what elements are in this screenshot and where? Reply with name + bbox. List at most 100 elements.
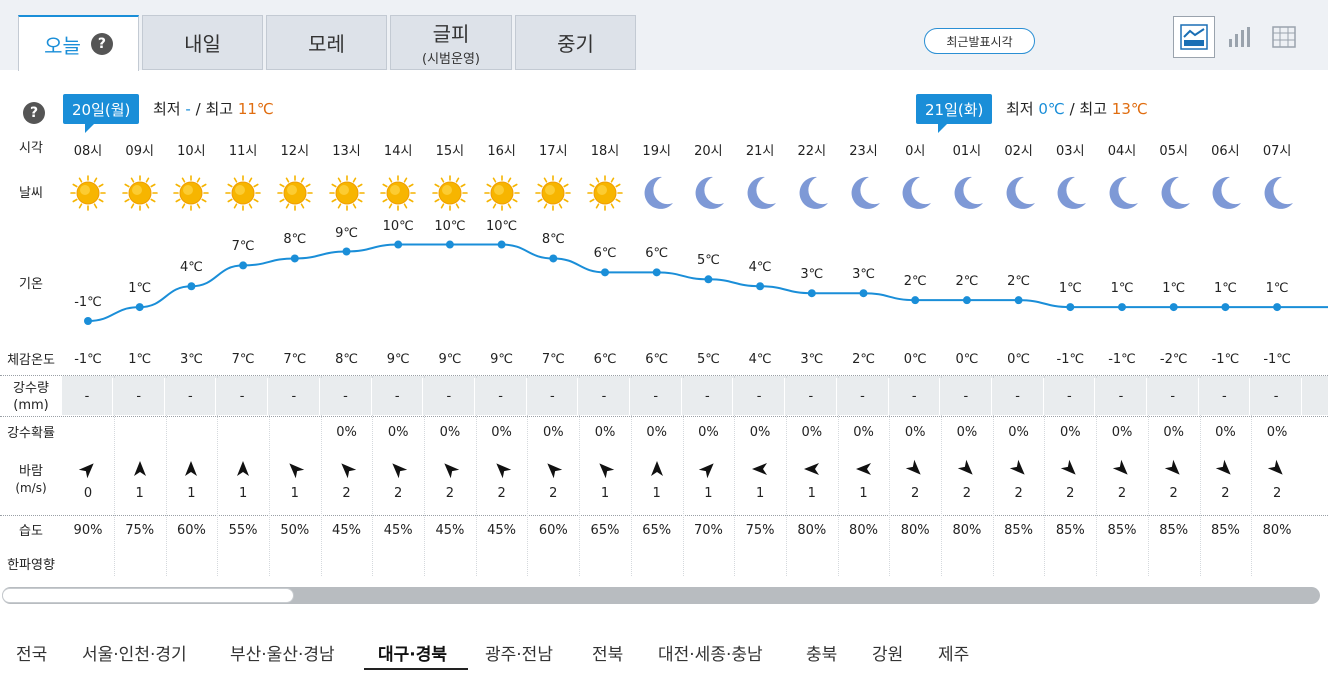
wind-speed-value: 2 — [962, 486, 972, 501]
precip-prob-value: 0% — [336, 425, 357, 440]
hour-label: 12시 — [280, 144, 310, 159]
region-tab-chungbuk[interactable]: 충북 — [806, 645, 838, 665]
precip-unit: (mm) — [13, 398, 49, 413]
scrollbar-thumb[interactable] — [2, 588, 294, 603]
tab-sublabel: (시범운영) — [422, 52, 480, 67]
wind-speed-value: 1 — [755, 486, 765, 501]
temp-label: 6℃ — [645, 246, 669, 262]
table-view-button[interactable] — [1263, 16, 1305, 58]
humidity-value: 50% — [280, 523, 310, 538]
region-tab-daegu[interactable]: 대구·경북 — [378, 645, 448, 665]
temp-label: 4℃ — [748, 260, 772, 276]
min-label: 최저 — [1006, 100, 1034, 118]
humidity-value: 45% — [332, 523, 361, 538]
wind-direction-icon — [133, 461, 146, 476]
region-tab-jeju[interactable]: 제주 — [938, 645, 970, 665]
row-label-humidity: 습도 — [19, 524, 43, 539]
wind-direction-icon — [1164, 459, 1180, 475]
region-tab-gangwon[interactable]: 강원 — [872, 645, 904, 665]
tab-three-days[interactable]: 글피 (시범운영) — [390, 15, 512, 70]
temp-point — [135, 303, 144, 312]
precip-value: - — [682, 378, 734, 415]
hour-label: 01시 — [952, 144, 982, 159]
hour-label: 18시 — [590, 144, 620, 159]
hour-label: 10시 — [177, 144, 206, 159]
wind-label: 바람 — [19, 464, 43, 479]
region-tab-gwangju[interactable]: 광주·전남 — [485, 645, 553, 665]
temp-point — [859, 289, 868, 298]
sun-icon — [432, 175, 468, 211]
graph-view-button[interactable] — [1173, 16, 1215, 58]
precip-prob-value: 0% — [801, 425, 823, 440]
hour-label: 03시 — [1056, 144, 1085, 159]
recent-release-button[interactable]: 최근발표시각 — [924, 28, 1035, 54]
tab-day-after[interactable]: 모레 — [266, 15, 387, 70]
tab-today[interactable]: 오늘 ? — [18, 15, 139, 71]
wind-direction-icon — [650, 461, 663, 476]
precip-prob-value: 0% — [1163, 425, 1184, 440]
wind-direction-icon — [855, 463, 871, 475]
tab-mid-term[interactable]: 중기 — [515, 15, 636, 70]
region-tab-seoul[interactable]: 서울·인천·경기 — [82, 645, 187, 665]
help-icon[interactable]: ? — [23, 102, 45, 124]
column-divider — [372, 376, 374, 576]
column-divider — [1044, 376, 1046, 576]
moon-icon — [954, 176, 983, 209]
wind-direction-icon — [599, 463, 615, 479]
sun-icon — [328, 175, 365, 211]
temp-point — [807, 289, 816, 298]
tab-label: 모레 — [308, 32, 345, 56]
temp-label: 1℃ — [1058, 281, 1082, 297]
temp-label: 10℃ — [486, 218, 518, 234]
hour-label: 15시 — [435, 144, 465, 159]
precip-value: - — [579, 378, 630, 415]
temp-point — [497, 240, 506, 249]
bar-view-button[interactable] — [1218, 16, 1260, 58]
row-label-precip-prob: 강수확률 — [7, 426, 55, 441]
wind-speed-value: 1 — [135, 486, 144, 501]
row-label-weather: 날씨 — [19, 186, 43, 201]
region-tab-busan[interactable]: 부산·울산·경남 — [230, 645, 335, 665]
region-tab-daejeon[interactable]: 대전·세종·충남 — [658, 645, 763, 665]
humidity-value: 85% — [1210, 523, 1240, 538]
temp-point — [239, 261, 248, 270]
column-divider — [165, 376, 167, 576]
temp-label: -1℃ — [74, 295, 102, 310]
moon-icon — [695, 176, 725, 209]
temp-label: 2℃ — [1007, 274, 1031, 290]
column-divider — [1251, 376, 1253, 576]
hour-label: 11시 — [228, 144, 258, 159]
temp-point — [187, 282, 196, 291]
row-divider — [0, 375, 1328, 376]
wind-direction-icon — [547, 463, 563, 479]
table-view-icon — [1272, 26, 1296, 48]
hour-label: 17시 — [539, 144, 568, 159]
bar-chart-view-icon — [1229, 27, 1250, 47]
tab-tomorrow[interactable]: 내일 — [142, 15, 263, 70]
temp-label: 8℃ — [541, 232, 565, 248]
region-tab-jeonbuk[interactable]: 전북 — [592, 645, 624, 665]
help-icon[interactable]: ? — [90, 33, 113, 55]
humidity-value: 45% — [383, 523, 413, 538]
separator: / — [1069, 100, 1075, 118]
temp-label: 1℃ — [1162, 281, 1186, 297]
column-divider — [268, 376, 270, 576]
precip-value: - — [837, 378, 889, 415]
temp-point — [1273, 303, 1282, 312]
horizontal-scrollbar[interactable] — [2, 587, 1320, 604]
precip-value: - — [268, 378, 320, 415]
temp-point — [704, 275, 713, 284]
feels-like-value: 9℃ — [490, 352, 514, 367]
column-divider — [1147, 376, 1149, 576]
moon-icon — [851, 176, 880, 209]
precip-value: - — [1147, 378, 1199, 415]
region-tab-national[interactable]: 전국 — [16, 645, 48, 665]
wind-speed-value: 1 — [652, 486, 661, 501]
precip-value: - — [785, 378, 837, 415]
max-label: 최고 — [1079, 100, 1108, 118]
min-label: 최저 — [153, 100, 181, 118]
row-label-time: 시각 — [19, 141, 43, 156]
hour-label: 0시 — [905, 144, 926, 159]
column-divider — [992, 376, 994, 576]
